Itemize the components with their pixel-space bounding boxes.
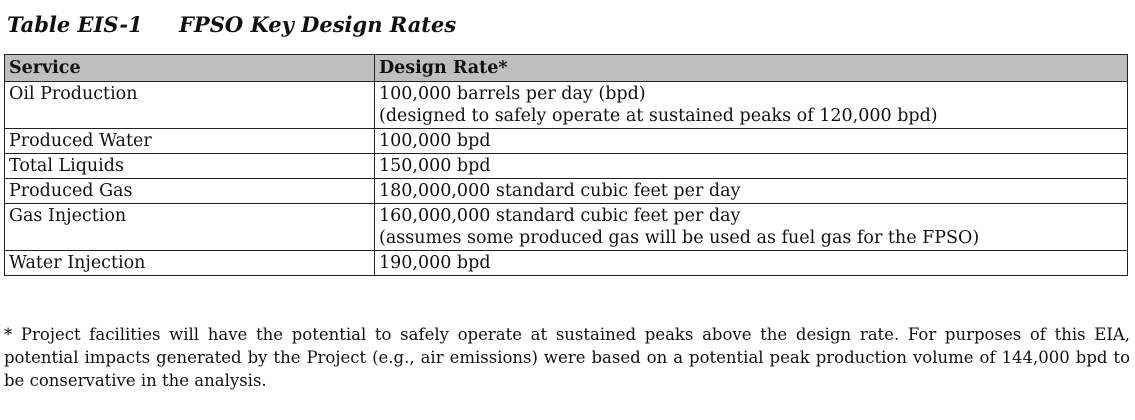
table-title: FPSO Key Design Rates [179, 12, 457, 37]
rate-cell: 190,000 bpd [374, 250, 1128, 276]
table-header-row: Service Design Rate* [4, 54, 1128, 82]
rate-line: 160,000,000 standard cubic feet per day [379, 206, 741, 226]
rate-cell: 100,000 barrels per day (bpd) (designed … [374, 81, 1128, 129]
table-caption: Table EIS-1 FPSO Key Design Rates [7, 12, 456, 37]
table-row: Produced Water 100,000 bpd [4, 128, 1128, 154]
rate-cell: 100,000 bpd [374, 128, 1128, 154]
table-row: Water Injection 190,000 bpd [4, 250, 1128, 276]
service-cell: Produced Water [4, 128, 375, 154]
rate-note-line: (assumes some produced gas will be used … [379, 228, 980, 248]
service-cell: Produced Gas [4, 178, 375, 204]
table-row: Gas Injection 160,000,000 standard cubic… [4, 203, 1128, 251]
header-design-rate: Design Rate* [374, 54, 1128, 82]
service-cell: Total Liquids [4, 153, 375, 179]
design-rates-table: Service Design Rate* Oil Production 100,… [4, 54, 1128, 276]
rate-cell: 150,000 bpd [374, 153, 1128, 179]
service-cell: Oil Production [4, 81, 375, 129]
service-cell: Gas Injection [4, 203, 375, 251]
rate-line: 100,000 barrels per day (bpd) [379, 84, 646, 104]
rate-note-line: (designed to safely operate at sustained… [379, 106, 938, 126]
service-cell: Water Injection [4, 250, 375, 276]
rate-line: 180,000,000 standard cubic feet per day [379, 181, 741, 201]
table-footnote: * Project facilities will have the poten… [4, 325, 1130, 390]
table-number: Table EIS-1 [7, 12, 143, 37]
rate-line: 190,000 bpd [379, 253, 491, 273]
table-row: Produced Gas 180,000,000 standard cubic … [4, 178, 1128, 204]
rate-cell: 160,000,000 standard cubic feet per day … [374, 203, 1128, 251]
header-service: Service [4, 54, 375, 82]
table-row: Total Liquids 150,000 bpd [4, 153, 1128, 179]
rate-cell: 180,000,000 standard cubic feet per day [374, 178, 1128, 204]
table-row: Oil Production 100,000 barrels per day (… [4, 81, 1128, 129]
rate-line: 100,000 bpd [379, 131, 491, 151]
rate-line: 150,000 bpd [379, 156, 491, 176]
